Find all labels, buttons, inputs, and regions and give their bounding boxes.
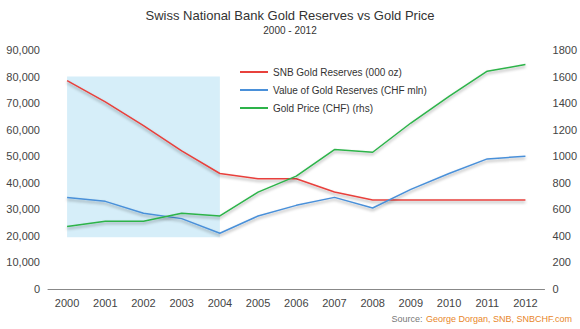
svg-text:2005: 2005 xyxy=(246,297,270,309)
svg-text:George Dorgan, SNB, SNBCHF.com: George Dorgan, SNB, SNBCHF.com xyxy=(426,314,572,324)
svg-text:2006: 2006 xyxy=(284,297,308,309)
svg-text:Gold Price (CHF) (rhs): Gold Price (CHF) (rhs) xyxy=(273,103,373,114)
svg-text:800: 800 xyxy=(553,177,571,189)
svg-text:200: 200 xyxy=(553,256,571,268)
svg-text:1000: 1000 xyxy=(553,150,577,162)
svg-text:2007: 2007 xyxy=(322,297,346,309)
svg-text:60,000: 60,000 xyxy=(6,124,40,136)
svg-text:2000: 2000 xyxy=(55,297,79,309)
svg-text:2000 - 2012: 2000 - 2012 xyxy=(263,25,317,36)
svg-text:SNB Gold Reserves (000 oz): SNB Gold Reserves (000 oz) xyxy=(273,67,402,78)
svg-text:Swiss National Bank Gold Reser: Swiss National Bank Gold Reserves vs Gol… xyxy=(145,8,434,23)
svg-text:40,000: 40,000 xyxy=(6,177,40,189)
svg-text:10,000: 10,000 xyxy=(6,256,40,268)
svg-text:2012: 2012 xyxy=(513,297,537,309)
svg-text:1600: 1600 xyxy=(553,71,577,83)
svg-text:2002: 2002 xyxy=(131,297,155,309)
svg-text:80,000: 80,000 xyxy=(6,71,40,83)
svg-text:2001: 2001 xyxy=(93,297,117,309)
svg-text:2008: 2008 xyxy=(360,297,384,309)
svg-text:20,000: 20,000 xyxy=(6,230,40,242)
svg-text:2010: 2010 xyxy=(437,297,461,309)
svg-text:2004: 2004 xyxy=(208,297,232,309)
svg-text:400: 400 xyxy=(553,230,571,242)
svg-text:50,000: 50,000 xyxy=(6,150,40,162)
svg-text:0: 0 xyxy=(553,283,559,295)
svg-text:1200: 1200 xyxy=(553,124,577,136)
svg-text:1800: 1800 xyxy=(553,44,577,56)
svg-text:Value of Gold Reserves (CHF ml: Value of Gold Reserves (CHF mln) xyxy=(273,85,427,96)
svg-text:600: 600 xyxy=(553,203,571,215)
svg-text:1400: 1400 xyxy=(553,97,577,109)
svg-text:2011: 2011 xyxy=(475,297,499,309)
svg-text:70,000: 70,000 xyxy=(6,97,40,109)
svg-text:0: 0 xyxy=(34,283,40,295)
svg-text:2009: 2009 xyxy=(399,297,423,309)
svg-text:2003: 2003 xyxy=(169,297,193,309)
svg-text:30,000: 30,000 xyxy=(6,203,40,215)
svg-text:Source:: Source: xyxy=(392,314,423,324)
svg-text:90,000: 90,000 xyxy=(6,44,40,56)
